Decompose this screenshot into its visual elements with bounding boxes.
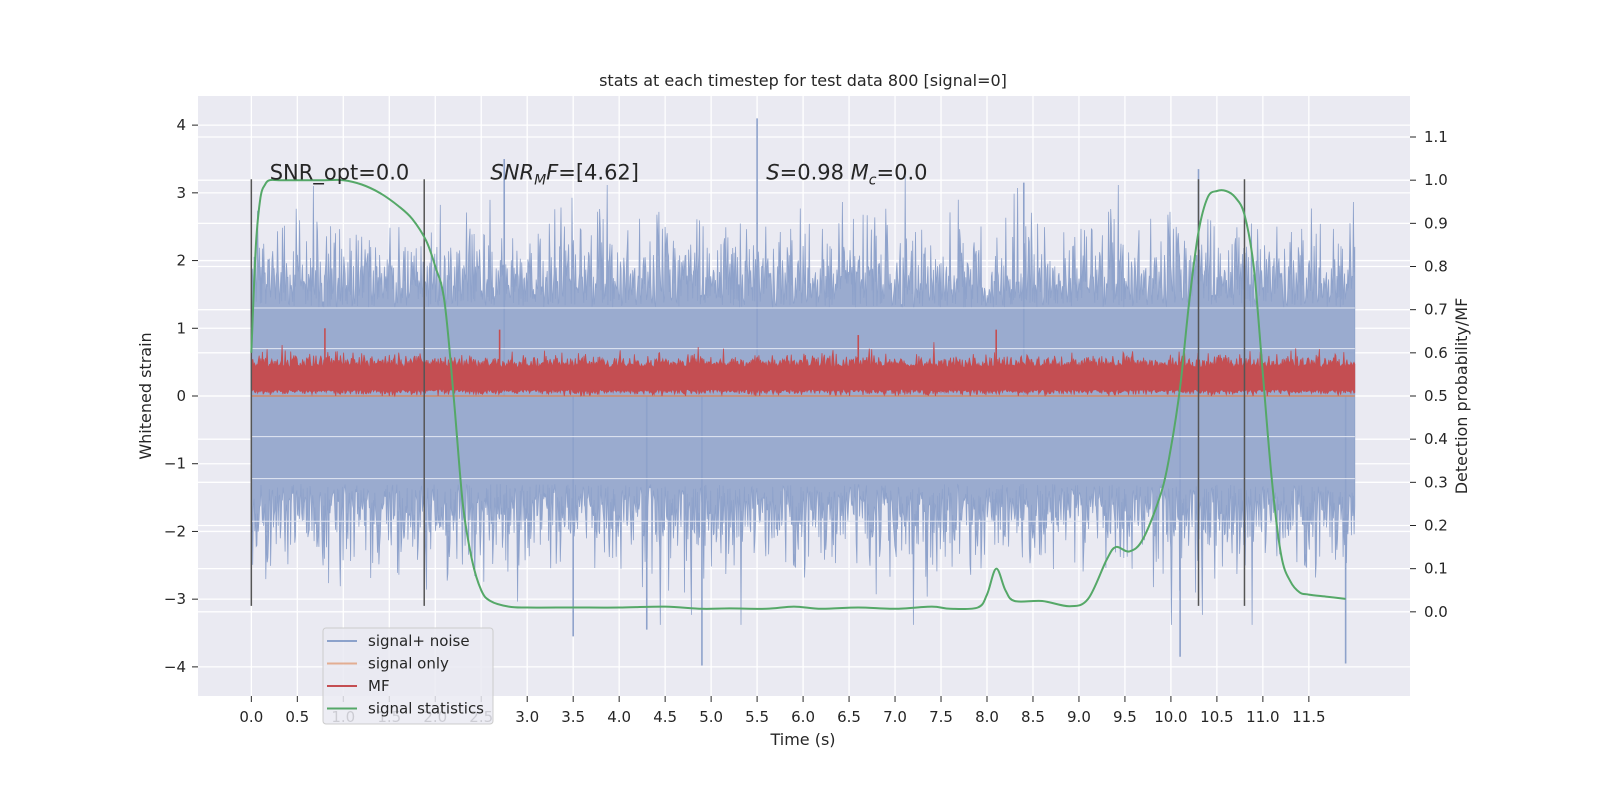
- y2-axis-ticks: 1.1 1.0 0.9 0.8 0.7 0.6 0.5 0.4 0.3 0.2 0.1 0.0: [1410, 128, 1448, 621]
- series-signal-noise-line: [250, 118, 1356, 666]
- x-tick-label: 7.5: [929, 708, 953, 726]
- y2-tick-label: 0.8: [1424, 258, 1448, 276]
- x-tick-label: 3.5: [561, 708, 585, 726]
- y2-tick-label: 0.6: [1424, 344, 1448, 362]
- series-signal-statistics-line: [250, 178, 1346, 611]
- annotation-part: =[4.62]: [558, 160, 639, 184]
- annotation-part: c: [869, 172, 877, 188]
- annotations: SNR_opt=0.0 SNRMF=[4.62] S=0.98 Mc=0.0: [270, 160, 928, 188]
- signal-statistics-path: [250, 178, 1346, 611]
- annotation-part: =0.98: [780, 160, 851, 184]
- x-tick-label: 11.0: [1246, 708, 1279, 726]
- annotation-text: SNR_opt=0.0: [270, 160, 410, 185]
- y-axis-ticks: 4 3 2 1 0 −1 −2 −3 −4: [164, 116, 198, 676]
- legend: signal+ noise signal only MF signal statist…: [322, 627, 494, 725]
- series-mf-line: [250, 328, 1356, 398]
- x-tick-label: 0.0: [239, 708, 263, 726]
- y2-tick-label: 1.0: [1424, 171, 1448, 189]
- marker-lines: [250, 179, 1246, 606]
- y2-axis-label: Detection probability/MF: [1452, 298, 1471, 495]
- x-tick-label: 8.0: [975, 708, 999, 726]
- y-tick-label: 3: [176, 184, 186, 202]
- x-tick-label: 10.0: [1154, 708, 1187, 726]
- x-tick-label: 6.5: [837, 708, 861, 726]
- noise-envelope: [250, 176, 1356, 625]
- y2-tick-label: 0.2: [1424, 516, 1448, 534]
- y2-tick-label: 1.1: [1424, 128, 1448, 146]
- chart-title: stats at each timestep for test data 800…: [599, 71, 1007, 90]
- x-tick-label: 9.5: [1113, 708, 1137, 726]
- y-tick-label: −4: [164, 658, 186, 676]
- legend-label: signal statistics: [368, 700, 484, 718]
- x-tick-label: 10.5: [1200, 708, 1233, 726]
- x-tick-label: 3.0: [515, 708, 539, 726]
- x-tick-label: 0.5: [285, 708, 309, 726]
- legend-label: signal+ noise: [368, 632, 470, 650]
- annotation-part: S: [766, 160, 779, 184]
- x-tick-label: 5.0: [699, 708, 723, 726]
- annotation-text: SNRMF=[4.62]: [490, 160, 639, 188]
- y2-tick-label: 0.0: [1424, 603, 1448, 621]
- y-tick-label: −3: [164, 590, 186, 608]
- y-tick-label: −1: [164, 455, 186, 473]
- y-tick-label: 1: [176, 319, 186, 337]
- annotation-part: SNR_opt=0.0: [270, 160, 410, 185]
- x-tick-label: 11.5: [1292, 708, 1325, 726]
- y-axis-label: Whitened strain: [136, 332, 155, 459]
- x-tick-label: 5.5: [745, 708, 769, 726]
- x-axis-label: Time (s): [769, 730, 835, 749]
- annotation-text: S=0.98 Mc=0.0: [766, 160, 927, 188]
- x-tick-label: 9.0: [1067, 708, 1091, 726]
- legend-box: [322, 627, 494, 725]
- annotation-part: M: [534, 172, 546, 188]
- y-tick-label: 0: [176, 387, 186, 405]
- x-tick-label: 4.0: [607, 708, 631, 726]
- annotation-part: =0.0: [877, 160, 928, 184]
- y-tick-label: 4: [176, 116, 186, 134]
- mf-trace: [250, 342, 1356, 398]
- x-tick-label: 4.5: [653, 708, 677, 726]
- y-tick-label: −2: [164, 522, 186, 540]
- legend-label: signal only: [368, 655, 449, 673]
- annotation-part: M: [851, 160, 869, 184]
- y2-tick-label: 0.9: [1424, 214, 1448, 232]
- y2-tick-label: 0.3: [1424, 473, 1448, 491]
- annotation-part: SNR: [490, 160, 534, 184]
- y2-tick-label: 0.4: [1424, 430, 1448, 448]
- y2-tick-label: 0.7: [1424, 301, 1448, 319]
- y2-tick-label: 0.5: [1424, 387, 1448, 405]
- annotation-part: F: [546, 160, 559, 184]
- legend-label: MF: [368, 677, 390, 695]
- x-tick-label: 8.5: [1021, 708, 1045, 726]
- y2-tick-label: 0.1: [1424, 560, 1448, 578]
- x-tick-label: 6.0: [791, 708, 815, 726]
- y-tick-label: 2: [176, 252, 186, 270]
- x-tick-label: 7.0: [883, 708, 907, 726]
